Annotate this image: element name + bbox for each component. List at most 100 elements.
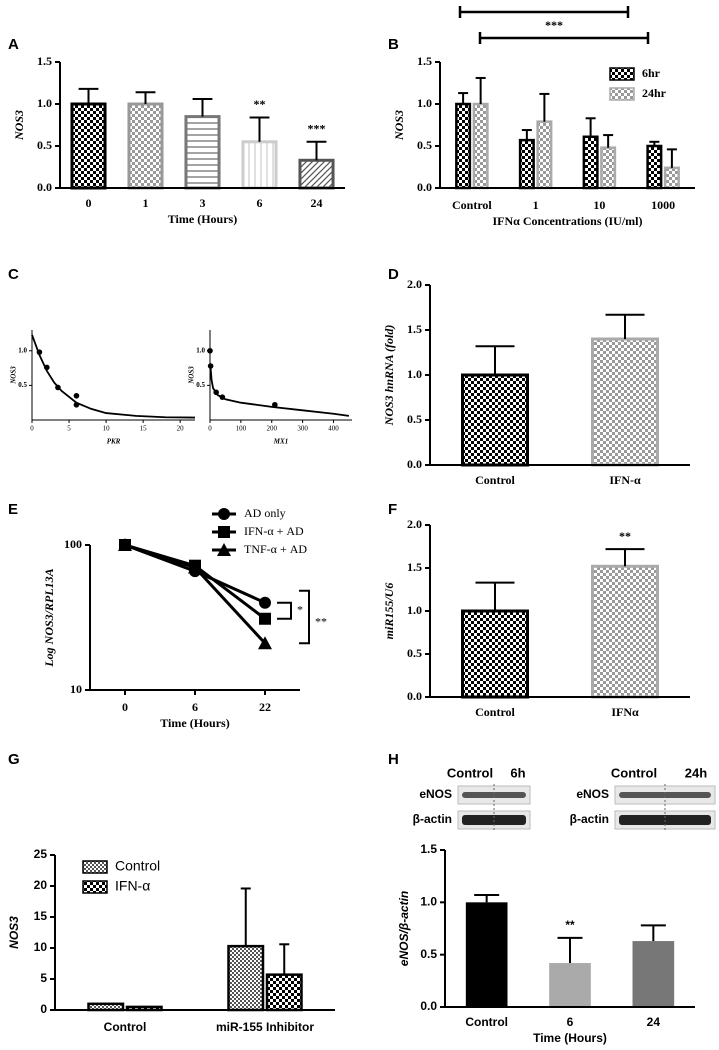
panel: H Control ** 6 24 0.0 0.5 1.0 1.5 eNOS/β-actin Tim…: [388, 751, 716, 1045]
y-tick-label: 15: [34, 909, 48, 923]
bar: [591, 564, 659, 699]
y-tick-label: 0.5: [196, 381, 205, 389]
y-tick-label: 0.5: [420, 947, 437, 961]
y-tick-label: 25: [34, 847, 48, 861]
x-axis-label: Time (Hours): [168, 212, 237, 226]
legend-label: IFN-α + AD: [244, 524, 304, 538]
y-tick-label: 5: [40, 971, 47, 985]
x-tick-label: 10: [593, 198, 605, 212]
bar: [227, 944, 265, 1012]
x-tick-label: 400: [328, 425, 339, 433]
y-axis-label: Log NOS3/RPL13A: [42, 568, 56, 667]
panel: D Control IFN-α 0.0 0.5 1.0 1.5 2.0 NOS3 hnRNA (…: [382, 266, 690, 487]
significance-bracket: [478, 32, 650, 44]
y-tick-label: 0.5: [407, 646, 422, 660]
significance: **: [254, 97, 266, 111]
x-tick-label: IFNα: [611, 705, 639, 719]
significance-bracket: [299, 589, 310, 645]
significance: ***: [308, 122, 326, 136]
panel: B Control 1 10 1000 0.0 0.5 1.0 1.5 NOS3 IFNα Conc…: [388, 6, 695, 228]
y-tick-label: 0: [40, 1002, 47, 1016]
bar: [591, 337, 659, 467]
y-axis-label: miR155/U6: [382, 583, 396, 640]
x-tick-label: 300: [297, 425, 308, 433]
y-axis-label: NOS3: [392, 110, 406, 141]
bar: [582, 135, 599, 190]
panel-letter: A: [8, 36, 19, 53]
legend-label: IFN-α: [115, 878, 150, 894]
y-tick-label: 100: [64, 537, 82, 551]
data-point: [73, 401, 80, 408]
y-axis-label: NOS3: [188, 366, 196, 385]
x-tick-label: 0: [30, 425, 34, 433]
panel: E AD only IFN-α + AD TNF-α + AD 0 6 22 10 100 Log…: [8, 501, 327, 730]
x-tick-label: 6: [192, 700, 198, 714]
bar: [298, 158, 335, 190]
panel-letter: B: [388, 36, 399, 53]
x-tick-label: 100: [236, 425, 247, 433]
y-tick-label: 1.0: [18, 346, 27, 354]
data-point: [272, 401, 278, 408]
panel-letter: D: [388, 266, 399, 283]
x-tick-label: IFN-α: [609, 473, 641, 487]
legend-swatch: [609, 87, 635, 101]
legend-label: 6hr: [642, 66, 661, 80]
x-tick-label: 6: [257, 196, 263, 210]
x-axis-label: PKR: [107, 438, 121, 446]
bar: [549, 963, 591, 1007]
data-point: [73, 392, 80, 399]
y-tick-label: 0.0: [37, 180, 52, 194]
data-point: [207, 363, 214, 369]
y-tick-label: 2.0: [407, 517, 422, 531]
data-point: [188, 560, 202, 574]
x-tick-label: Control: [475, 473, 515, 487]
x-tick-label: 24: [647, 1015, 661, 1029]
x-tick-label: 22: [259, 700, 271, 714]
x-tick-label: 6: [567, 1015, 574, 1029]
y-tick-label: 1.0: [407, 367, 422, 381]
significance: ***: [545, 18, 563, 32]
data-point: [259, 612, 271, 625]
bar: [472, 102, 489, 190]
x-tick-label: 0: [208, 425, 212, 433]
bar: [518, 138, 535, 190]
x-tick-label: 20: [177, 425, 185, 433]
legend-swatch: [82, 880, 108, 894]
y-tick-label: 1.5: [407, 560, 422, 574]
blot-band: [462, 792, 526, 798]
series-line: [124, 543, 266, 620]
y-tick-label: 0.5: [407, 412, 422, 426]
y-axis-label: NOS3: [12, 110, 26, 141]
legend-label: AD only: [244, 506, 286, 520]
y-tick-label: 1.0: [37, 96, 52, 110]
y-axis-label: NOS3: [7, 916, 21, 949]
blot-band: [619, 792, 711, 798]
legend-label: 24hr: [642, 86, 667, 100]
x-tick-label: 1000: [651, 198, 675, 212]
panel-letter: E: [8, 501, 18, 518]
legend-marker: [218, 526, 230, 538]
x-tick-label: Control: [452, 198, 492, 212]
legend-marker: [217, 543, 231, 556]
panel-letter: F: [388, 501, 397, 518]
y-axis-label: eNOS/β-actin: [397, 891, 411, 966]
significance-bracket: [458, 6, 630, 18]
panel-letter: H: [388, 751, 399, 768]
panel-letter: G: [8, 751, 20, 768]
y-tick-label: 1.0: [417, 96, 432, 110]
panel: G Control miR-155 Inhibitor 0 5 10 15 20 25 NOS3 C…: [7, 751, 335, 1034]
y-tick-label: 10: [70, 682, 82, 696]
y-tick-label: 1.5: [37, 54, 52, 68]
data-point: [44, 364, 50, 371]
x-tick-label: miR-155 Inhibitor: [216, 1020, 314, 1034]
significance: **: [565, 918, 575, 932]
bar: [465, 902, 508, 1007]
bar: [536, 120, 553, 190]
bar: [455, 102, 472, 190]
panel: C 0 5 10 15 20 0.5 1.0 NOS3 PKR: [8, 266, 196, 446]
legend-label: TNF-α + AD: [244, 542, 307, 556]
bar: [461, 373, 529, 467]
x-tick-label: 3: [200, 196, 206, 210]
legend-swatch: [82, 860, 108, 874]
y-tick-label: 1.5: [420, 842, 437, 856]
